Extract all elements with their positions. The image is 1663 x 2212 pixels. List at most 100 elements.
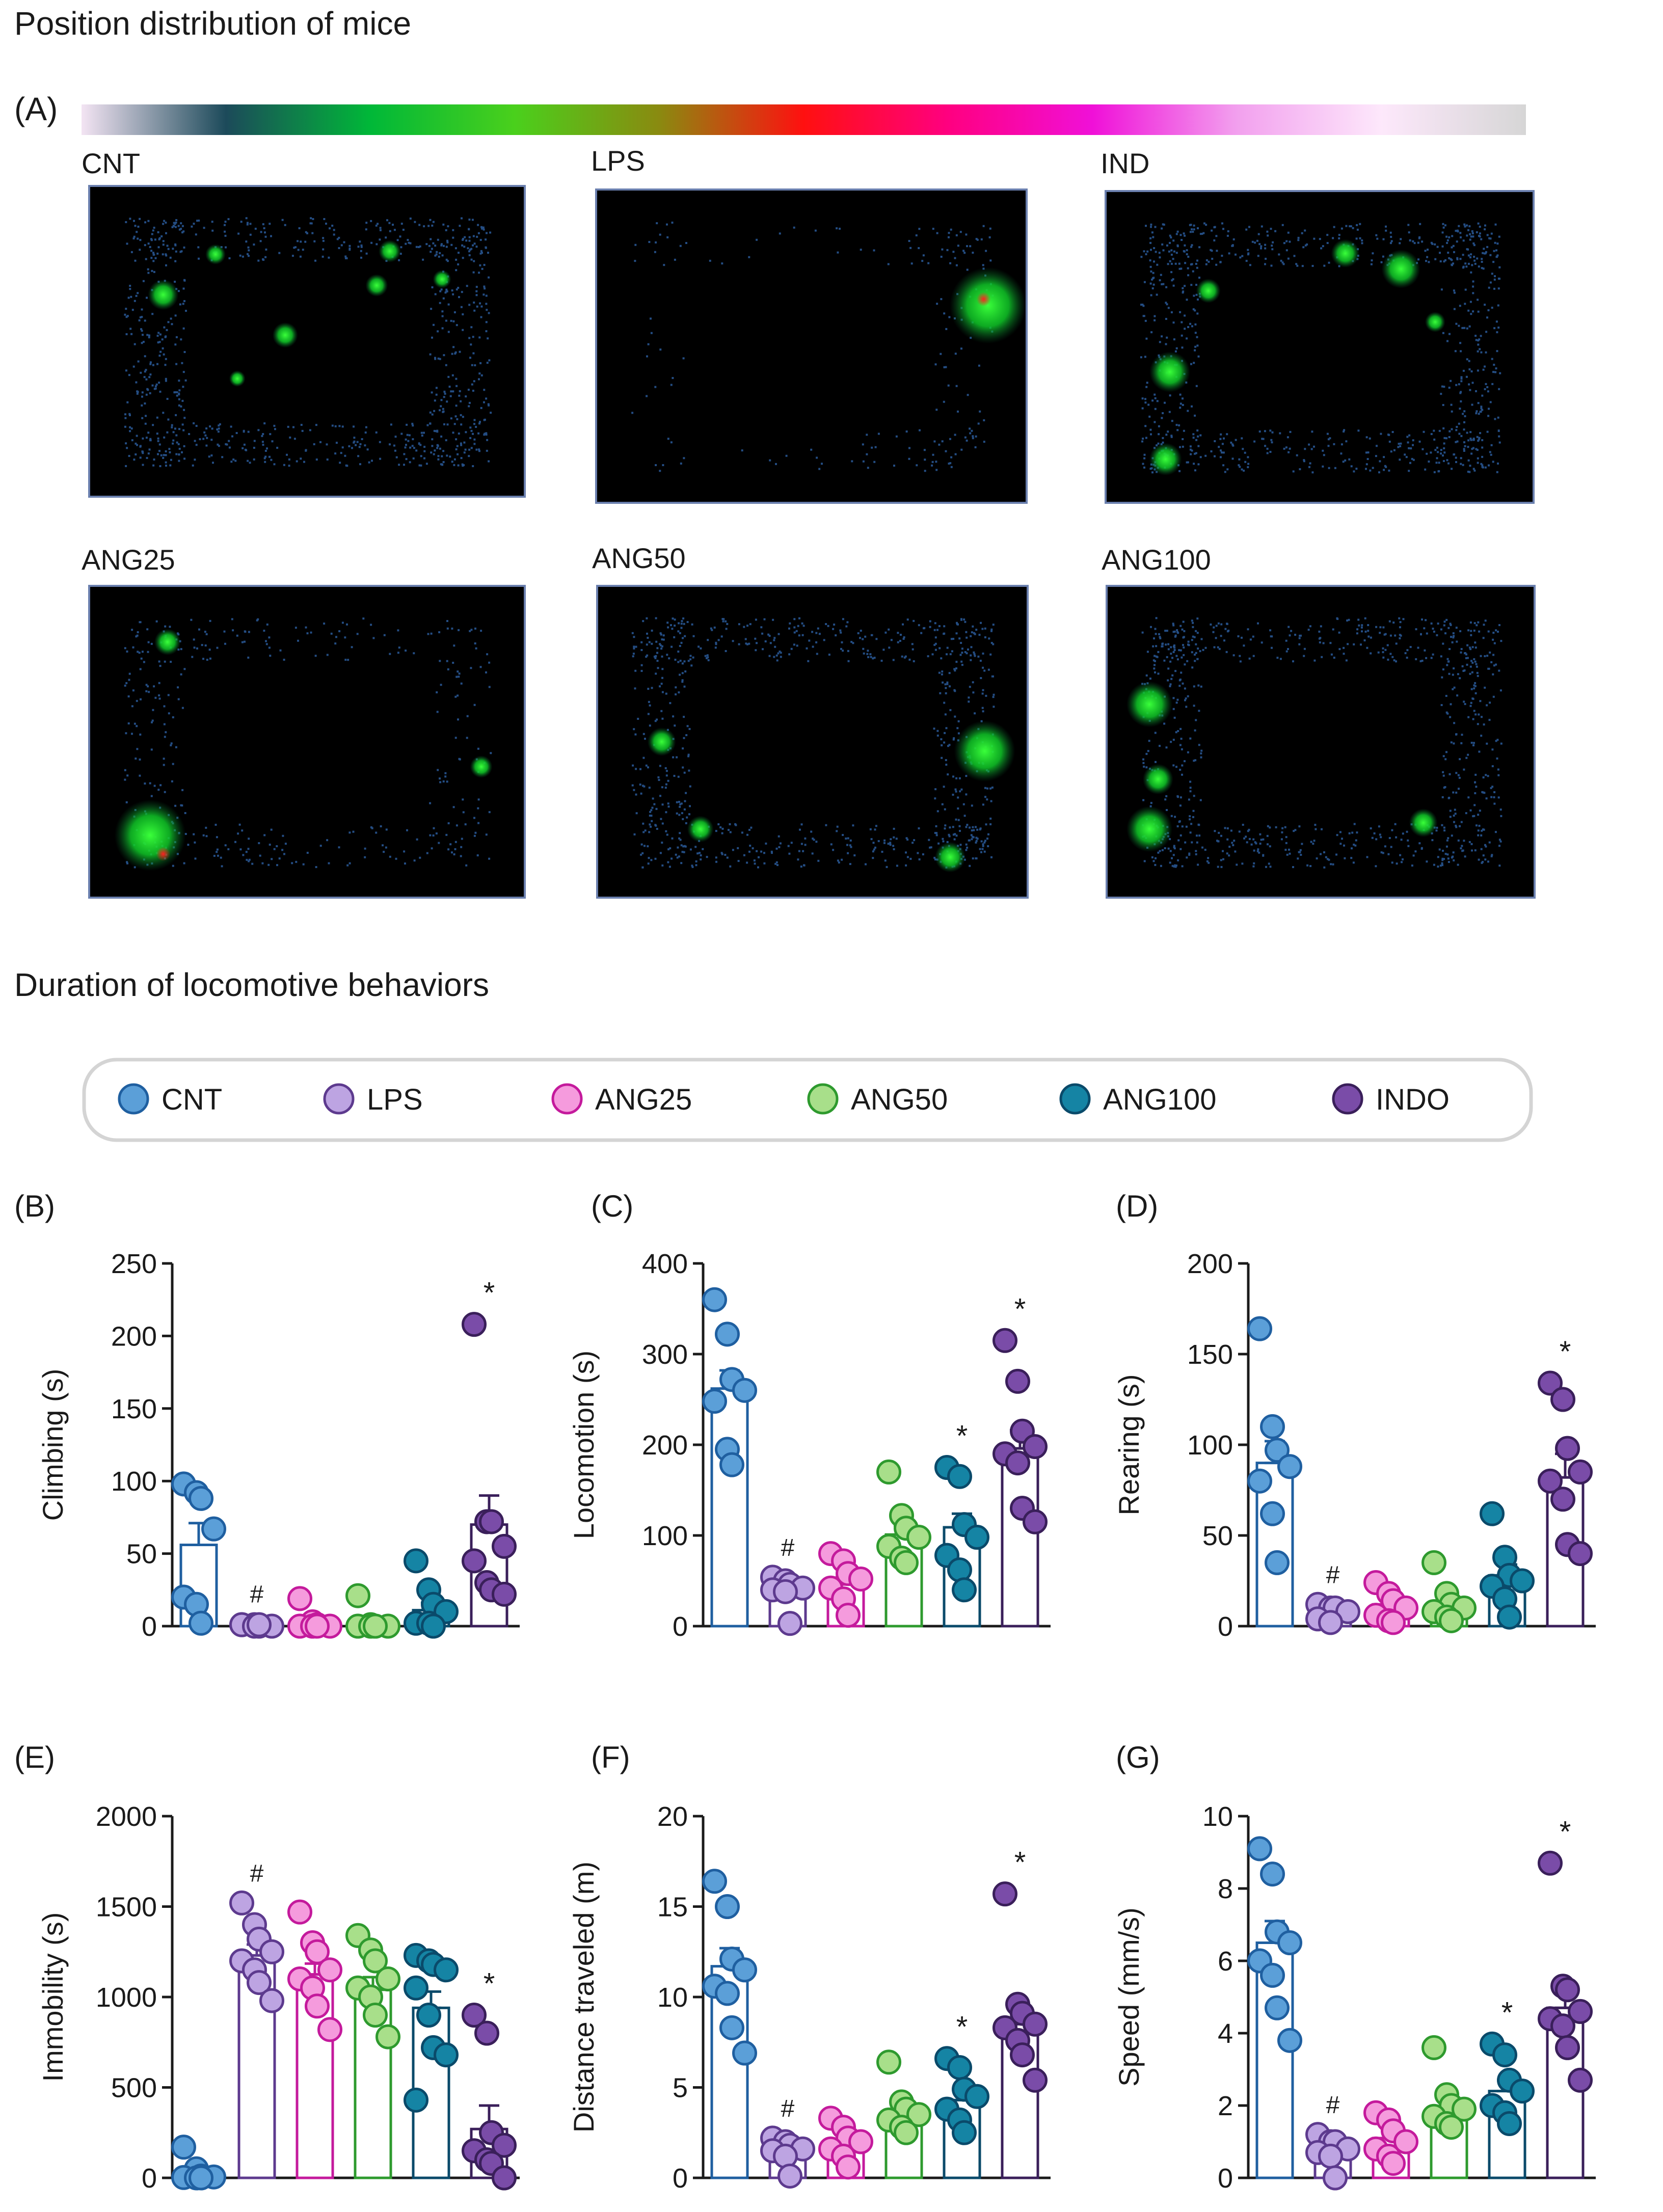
data-point — [1265, 1995, 1290, 2020]
data-point — [421, 1613, 446, 1639]
data-point — [876, 1459, 901, 1485]
panel-label: (C) — [591, 1189, 633, 1223]
legend-label: CNT — [162, 1083, 222, 1116]
data-point — [1247, 1316, 1272, 1341]
data-point — [1568, 1999, 1593, 2024]
y-axis-label: Climbing (s) — [37, 1369, 69, 1521]
legend-item: LPS — [323, 1083, 423, 1116]
y-tick-label: 150 — [1187, 1339, 1233, 1370]
legend-item: ANG50 — [807, 1083, 948, 1116]
data-point — [305, 1939, 330, 1964]
data-point — [906, 2102, 931, 2127]
data-point — [1010, 2042, 1035, 2068]
heatmap-trace — [1140, 222, 1501, 474]
heatmap-hotspot — [154, 629, 181, 656]
legend-item: CNT — [118, 1083, 222, 1116]
y-tick-label: 1000 — [96, 1982, 157, 2013]
y-tick-label: 8 — [1218, 1874, 1233, 1904]
data-point — [189, 1610, 213, 1636]
data-point — [434, 2042, 459, 2068]
y-tick-label: 0 — [1218, 1611, 1233, 1642]
data-point — [492, 1533, 517, 1559]
heatmap-hotspot — [1381, 250, 1420, 288]
data-point — [1550, 2013, 1575, 2039]
data-point — [993, 1328, 1017, 1353]
data-point — [702, 1869, 727, 1894]
data-point — [836, 2154, 861, 2180]
data-point — [1260, 1862, 1285, 1887]
data-point — [434, 1957, 459, 1983]
data-point — [952, 1577, 977, 1603]
data-point — [1510, 2079, 1535, 2104]
data-point — [479, 1509, 504, 1534]
data-point — [906, 1525, 931, 1550]
data-point — [732, 1957, 757, 1983]
data-point — [1023, 2011, 1048, 2037]
data-point — [1023, 1434, 1048, 1460]
data-point — [492, 2165, 517, 2191]
data-point — [1381, 2151, 1406, 2176]
heatmap-hotspot — [1331, 239, 1360, 268]
significance-mark: * — [1014, 1846, 1026, 1879]
data-point — [715, 1894, 740, 1919]
heatmap-hotspot — [647, 727, 676, 756]
heatmap-hotspot — [1126, 806, 1172, 852]
data-point — [947, 2055, 972, 2080]
data-point — [719, 2015, 744, 2040]
data-point — [732, 1378, 757, 1403]
data-point — [894, 1550, 919, 1575]
heatmap-grid: CNT LPS IND ANG25 ANG50 ANG100 — [82, 145, 1536, 899]
legend-marker — [118, 1083, 149, 1115]
data-point — [1265, 1550, 1290, 1575]
panel-label: (G) — [1116, 1740, 1160, 1774]
bar-chart-panel: (C) 0 100 200 300 400 Locomotion (s) # * * — [568, 1189, 1051, 1642]
data-point — [1439, 2115, 1464, 2140]
y-tick-label: 100 — [1187, 1430, 1233, 1461]
y-tick-label: 200 — [111, 1321, 157, 1352]
legend-item: ANG100 — [1059, 1083, 1216, 1116]
bar-chart-panel: (G) 0 2 4 6 8 10 Speed (mm/s) # * * — [1113, 1740, 1596, 2194]
data-point — [1023, 1509, 1048, 1534]
y-tick-label: 150 — [111, 1394, 157, 1424]
heatmap-hotspot — [1409, 808, 1438, 838]
y-tick-label: 100 — [111, 1466, 157, 1497]
significance-mark: * — [956, 1420, 968, 1453]
y-tick-label: 1500 — [96, 1892, 157, 1923]
heatmap-label: ANG100 — [1102, 544, 1211, 576]
data-point — [404, 1548, 428, 1574]
data-point — [1452, 2096, 1477, 2122]
data-point — [1492, 2042, 1517, 2068]
data-point — [1318, 1610, 1343, 1635]
heatmap-hotspot — [1149, 443, 1182, 476]
data-point — [777, 1611, 802, 1636]
data-point — [1538, 1850, 1563, 1876]
data-point — [848, 2129, 873, 2154]
data-point — [773, 2143, 798, 2169]
y-tick-label: 100 — [642, 1521, 688, 1551]
heatmap-label: CNT — [82, 147, 140, 179]
data-point — [1550, 1387, 1575, 1412]
significance-mark: * — [484, 1277, 495, 1310]
heatmap-panel: ANG50 — [592, 542, 1029, 899]
y-axis-label: Immobility (s) — [37, 1912, 69, 2082]
data-point — [375, 1966, 400, 1991]
y-tick-label: 5 — [673, 2073, 688, 2103]
y-tick-label: 0 — [142, 1611, 157, 1642]
heatmap-hotspot — [1126, 681, 1172, 727]
significance-mark: * — [1560, 1815, 1571, 1848]
legend-marker — [1332, 1083, 1363, 1115]
data-point — [952, 2120, 977, 2145]
data-point — [1421, 2035, 1446, 2060]
y-axis-label: Speed (mm/s) — [1113, 1907, 1145, 2087]
y-tick-label: 10 — [657, 1982, 688, 2013]
heatmap-panel: LPS — [591, 145, 1028, 504]
legend-label: ANG100 — [1103, 1083, 1216, 1116]
panel-label: (E) — [14, 1740, 55, 1774]
data-point — [404, 2087, 428, 2113]
data-point — [1381, 1610, 1406, 1635]
data-point — [1247, 1836, 1272, 1862]
heatmap-hotspot — [687, 816, 714, 843]
data-point — [836, 1603, 861, 1628]
data-point — [1323, 2165, 1348, 2191]
